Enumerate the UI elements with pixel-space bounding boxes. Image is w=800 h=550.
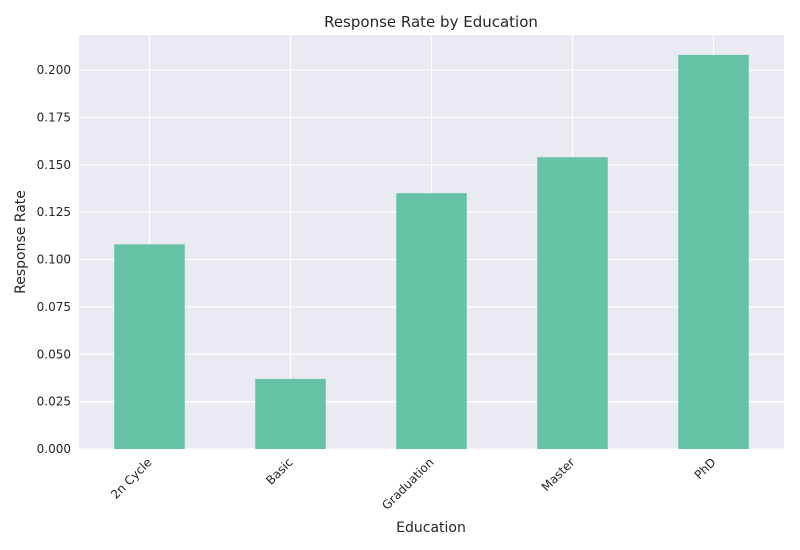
y-tick-label: 0.050	[37, 347, 71, 361]
y-tick-label: 0.125	[37, 205, 71, 219]
y-tick-label: 0.200	[37, 63, 71, 77]
x-tick-label: Graduation	[379, 455, 436, 512]
x-tick-label: Basic	[263, 455, 295, 487]
bar-master	[537, 157, 608, 450]
bar-phd	[678, 54, 749, 449]
y-tick-label: 0.025	[37, 395, 71, 409]
y-axis-label: Response Rate	[13, 190, 29, 294]
x-tick-label: PhD	[692, 455, 719, 482]
y-tick-label: 0.175	[37, 110, 71, 124]
bar-graduation	[396, 193, 467, 449]
x-tick-label: Master	[539, 455, 578, 494]
y-tick-label: 0.075	[37, 300, 71, 314]
chart-title: Response Rate by Education	[324, 13, 538, 31]
bar-2n-cycle	[114, 244, 185, 449]
y-tick-label: 0.000	[37, 442, 71, 456]
y-axis-ticks: 0.000 0.025 0.050 0.075 0.100 0.125 0.150 0.175…	[37, 63, 71, 456]
x-tick-label: 2n Cycle	[108, 455, 155, 502]
bar-basic	[255, 378, 326, 449]
y-tick-label: 0.150	[37, 158, 71, 172]
bars	[114, 54, 749, 450]
y-tick-label: 0.100	[37, 253, 71, 267]
x-axis-ticks: 2n Cycle Basic Graduation Master PhD	[108, 455, 719, 512]
x-axis-label: Education	[396, 520, 466, 536]
